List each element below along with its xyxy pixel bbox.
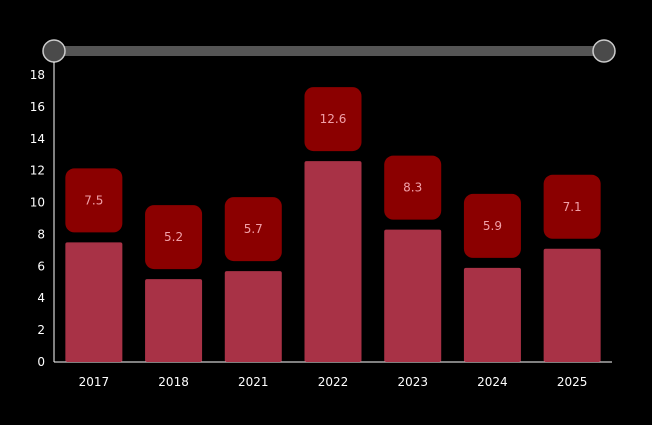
bar-2025[interactable] (543, 248, 601, 362)
data-label: 7.1 (563, 200, 582, 214)
bar-2017[interactable] (65, 242, 123, 362)
data-label-box (304, 87, 362, 152)
y-tick-label: 18 (30, 68, 45, 82)
data-label: 5.2 (164, 230, 183, 244)
y-tick-label: 16 (30, 100, 45, 114)
x-tick-label: 2025 (557, 375, 588, 389)
slider-track[interactable] (54, 46, 604, 56)
x-tick-label: 2017 (79, 375, 110, 389)
data-label-box (145, 205, 203, 270)
data-label: 7.5 (84, 193, 103, 207)
bar-2022[interactable] (304, 161, 362, 362)
x-tick-label: 2023 (397, 375, 428, 389)
data-label: 5.7 (244, 222, 263, 236)
y-tick-label: 10 (30, 196, 45, 210)
data-label-box (384, 155, 442, 220)
y-tick-label: 14 (30, 132, 45, 146)
y-tick-label: 6 (37, 259, 45, 273)
data-label: 12.6 (320, 112, 347, 126)
bar-2021[interactable] (224, 271, 282, 362)
slider-handle-end[interactable] (592, 39, 616, 63)
x-tick-label: 2022 (318, 375, 349, 389)
y-tick-label: 8 (37, 227, 45, 241)
data-label-box (463, 193, 521, 258)
data-label-box (65, 168, 123, 233)
y-tick-label: 4 (37, 291, 45, 305)
x-tick-label: 2021 (238, 375, 269, 389)
bar-2023[interactable] (384, 229, 442, 362)
y-tick-label: 2 (37, 323, 45, 337)
range-slider[interactable] (42, 39, 616, 63)
data-label: 8.3 (403, 181, 422, 195)
slider-handle-start[interactable] (42, 39, 66, 63)
y-tick-label: 12 (30, 164, 45, 178)
bar-2018[interactable] (145, 279, 203, 362)
axes: 0 2 4 6 8 10 12 14 16 18 2017 2018 2021 2022 2023 2024 2… (30, 62, 612, 389)
bar-2024[interactable] (463, 267, 521, 362)
x-tick-label: 2024 (477, 375, 508, 389)
y-tick-label: 0 (37, 355, 45, 369)
bars: 7.5 5.2 5.7 12.6 8.3 5.9 7.1 (65, 87, 601, 362)
data-label-box (543, 174, 601, 239)
data-label-box (224, 197, 282, 262)
data-label: 5.9 (483, 219, 502, 233)
x-tick-label: 2018 (158, 375, 189, 389)
